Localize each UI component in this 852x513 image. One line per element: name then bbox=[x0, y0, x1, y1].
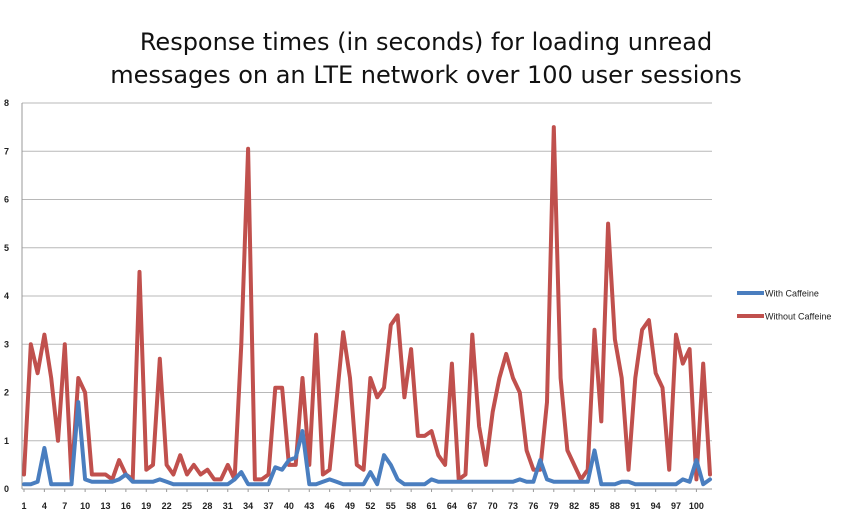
x-tick-label: 52 bbox=[365, 501, 375, 511]
x-tick-label: 40 bbox=[284, 501, 294, 511]
y-tick-label: 1 bbox=[4, 436, 9, 446]
legend: With Caffeine Without Caffeine bbox=[737, 289, 831, 322]
y-tick-label: 6 bbox=[4, 195, 9, 205]
x-tick-label: 43 bbox=[304, 501, 314, 511]
y-tick-label: 3 bbox=[4, 339, 9, 349]
y-tick-label: 8 bbox=[4, 98, 9, 108]
x-tick-label: 76 bbox=[528, 501, 538, 511]
x-tick-label: 97 bbox=[671, 501, 681, 511]
y-tick-label: 2 bbox=[4, 388, 9, 398]
x-tick-label: 64 bbox=[447, 501, 457, 511]
y-tick-label: 0 bbox=[4, 484, 9, 494]
x-tick-label: 55 bbox=[386, 501, 396, 511]
x-tick-label: 94 bbox=[651, 501, 661, 511]
x-tick-label: 79 bbox=[549, 501, 559, 511]
chart-title-line-2: messages on an LTE network over 100 user… bbox=[110, 61, 742, 89]
x-tick-label: 91 bbox=[630, 501, 640, 511]
x-tick-label: 85 bbox=[590, 501, 600, 511]
x-tick-label: 1 bbox=[21, 501, 26, 511]
x-tick-label: 37 bbox=[264, 501, 274, 511]
y-axis-ticks: 0 1 2 3 4 5 6 7 8 bbox=[4, 98, 9, 494]
x-tick-label: 7 bbox=[62, 501, 67, 511]
x-tick-label: 25 bbox=[182, 501, 192, 511]
legend-label: With Caffeine bbox=[765, 289, 819, 299]
y-tick-label: 5 bbox=[4, 243, 9, 253]
x-tick-label: 73 bbox=[508, 501, 518, 511]
x-tick-label: 28 bbox=[202, 501, 212, 511]
x-tick-label: 31 bbox=[223, 501, 233, 511]
chart-title: Response times (in seconds) for loading … bbox=[0, 26, 852, 92]
x-tick-label: 88 bbox=[610, 501, 620, 511]
x-tick-label: 58 bbox=[406, 501, 416, 511]
x-tick-label: 19 bbox=[141, 501, 151, 511]
series-line-without-caffeine bbox=[22, 125, 712, 482]
x-tick-label: 70 bbox=[488, 501, 498, 511]
x-tick-label: 82 bbox=[569, 501, 579, 511]
legend-label: Without Caffeine bbox=[765, 312, 831, 322]
x-tick-label: 34 bbox=[243, 501, 253, 511]
x-tick-label: 10 bbox=[80, 501, 90, 511]
series-lines bbox=[22, 125, 712, 487]
chart-title-line-1: Response times (in seconds) for loading … bbox=[139, 28, 713, 56]
y-tick-label: 7 bbox=[4, 146, 9, 156]
x-tick-label: 67 bbox=[467, 501, 477, 511]
x-axis-ticks: 1 4 7 10 13 16 19 22 25 28 31 34 37 40 43 46 49 52 55 58 61 6… bbox=[21, 489, 704, 511]
x-tick-label: 49 bbox=[345, 501, 355, 511]
x-tick-label: 61 bbox=[427, 501, 437, 511]
x-tick-label: 46 bbox=[325, 501, 335, 511]
x-tick-label: 22 bbox=[162, 501, 172, 511]
x-tick-label: 16 bbox=[121, 501, 131, 511]
x-tick-label: 100 bbox=[689, 501, 704, 511]
x-tick-label: 4 bbox=[42, 501, 47, 511]
series-line-with-caffeine bbox=[22, 400, 712, 487]
y-tick-label: 4 bbox=[4, 291, 9, 301]
x-tick-label: 13 bbox=[100, 501, 110, 511]
